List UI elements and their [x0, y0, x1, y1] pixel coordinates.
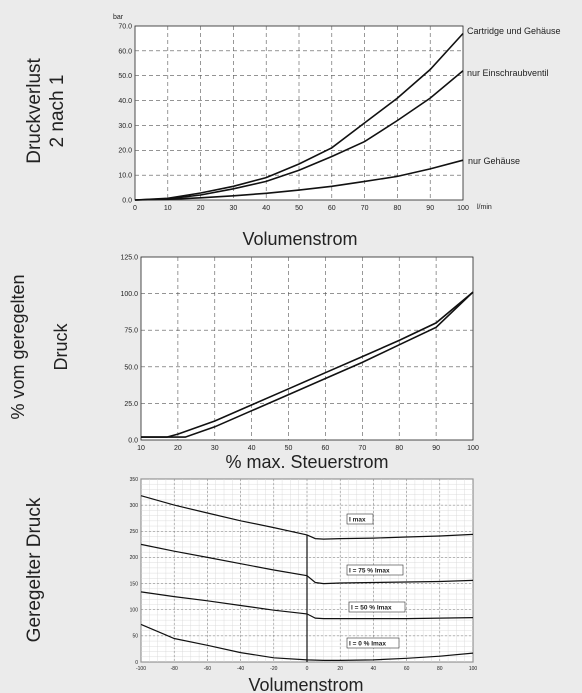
- c1-y-tick-label: 20.0: [118, 148, 132, 155]
- c3-x-tick-label: -40: [237, 666, 244, 672]
- chart3-xlabel: Volumenstrom: [248, 675, 363, 693]
- chart3-series: [140, 495, 474, 662]
- chart2-series: [141, 291, 474, 438]
- c3-series-line-3: [140, 591, 474, 620]
- c2-x-tick-label: 60: [322, 445, 330, 452]
- c1-y-tick-label: 30.0: [118, 123, 132, 130]
- c1-x-tick-label: 10: [164, 205, 172, 212]
- chart-pressure-percent: % vom geregelten Druck % max. Steuerstro…: [8, 254, 479, 472]
- chart1-series: [134, 32, 464, 201]
- chart3-series-label-box-3: [348, 601, 406, 613]
- chart1-series-label-3: nur Gehäuse: [468, 156, 520, 166]
- c3-y-tick-label: 150: [130, 581, 139, 587]
- c2-x-tick-label: 50: [285, 445, 293, 452]
- c3-y-tick-label: 0: [135, 660, 138, 666]
- c3-x-tick-label: -60: [204, 666, 211, 672]
- c1-x-tick-label: 30: [230, 205, 238, 212]
- chart3-series-label-box-4: [346, 637, 400, 649]
- c1-x-tick-label: 20: [197, 205, 205, 212]
- c3-x-tick-label: 0: [306, 666, 309, 672]
- c3-y-tick-label: 200: [130, 555, 139, 561]
- c3-x-tick-label: 100: [469, 666, 478, 672]
- c2-plot-area: [140, 256, 474, 441]
- c2-y-tick-label: 100.0: [120, 291, 138, 298]
- c3-x-tick-label: -20: [270, 666, 277, 672]
- chart1-xlabel: Volumenstrom: [242, 229, 357, 249]
- chart3-series-label-box-1: [346, 513, 374, 525]
- chart3-series-label-1: I max: [349, 517, 366, 524]
- chart3-series-label-3: I = 50 % Imax: [351, 605, 392, 612]
- c1-x-tick-label: 70: [361, 205, 369, 212]
- chart2-grid: [140, 256, 474, 441]
- c2-y-tick-label: 125.0: [120, 254, 138, 261]
- c2-x-tick-label: 10: [137, 445, 145, 452]
- chart1-y-unit: bar: [113, 14, 124, 21]
- chart1-ticks: 0 10 20 30 40 50 60 70 80 90 100 0.0 10.0 20.0 30.0 40.…: [118, 23, 469, 212]
- chart-regulated-pressure: Geregelter Druck Volumenstrom -100 -80 -60…: [24, 477, 477, 693]
- c2-x-tick-label: 40: [248, 445, 256, 452]
- c3-series-line-2: [140, 543, 474, 585]
- c2-series-line-1: [141, 291, 474, 438]
- c1-y-tick-label: 10.0: [118, 173, 132, 180]
- c3-x-tick-label: 80: [437, 666, 443, 672]
- c2-y-tick-label: 50.0: [124, 364, 138, 371]
- c1-x-tick-label: 100: [457, 205, 469, 212]
- chart1-ylabel-line1: Druckverlust: [24, 57, 45, 163]
- chart2-xlabel: % max. Steuerstrom: [225, 452, 388, 472]
- chart1-series-labels: Cartridge und Gehäuse nur Einschraubventi…: [467, 26, 561, 166]
- c3-x-tick-label: 60: [404, 666, 410, 672]
- c2-y-tick-label: 75.0: [124, 328, 138, 335]
- c3-y-tick-label: 250: [130, 529, 139, 535]
- c1-x-tick-label: 0: [133, 205, 137, 212]
- c2-x-tick-label: 80: [395, 445, 403, 452]
- chart2-ylabel-line2: Druck: [51, 323, 71, 371]
- chart2-ticks: 10 20 30 40 50 60 70 80 90 100 0.0 25.0 50.0 75.0 100.…: [120, 254, 478, 452]
- chart2-ylabel-line1: % vom geregelten: [8, 274, 28, 419]
- c1-x-tick-label: 90: [426, 205, 434, 212]
- c3-x-tick-label: 40: [371, 666, 377, 672]
- c1-series-line-3: [134, 159, 464, 201]
- c1-x-tick-label: 60: [328, 205, 336, 212]
- c1-x-tick-label: 50: [295, 205, 303, 212]
- c3-y-tick-label: 350: [130, 477, 139, 483]
- c1-series-line-2: [134, 70, 464, 201]
- c2-x-tick-label: 100: [467, 445, 479, 452]
- chart3-series-label-2: I = 75 % Imax: [349, 568, 390, 575]
- c3-x-tick-label: -100: [136, 666, 146, 672]
- c1-y-tick-label: 0.0: [122, 197, 132, 204]
- chart1-series-label-1: Cartridge und Gehäuse: [467, 26, 561, 36]
- chart3-series-label-box-2: [346, 564, 404, 576]
- c3-x-tick-label: -80: [171, 666, 178, 672]
- c1-y-tick-label: 70.0: [118, 23, 132, 30]
- c1-x-tick-label: 80: [394, 205, 402, 212]
- chart3-ticks: -100 -80 -60 -40 -20 0 20 40 60 80 100 0 50 100 150 200…: [130, 477, 478, 672]
- chart1-x-unit: l/min: [477, 204, 492, 211]
- c2-x-tick-label: 30: [211, 445, 219, 452]
- c1-series-line-1: [134, 32, 464, 201]
- chart3-ylabel: Geregelter Druck: [24, 497, 45, 642]
- c1-x-tick-label: 40: [262, 205, 270, 212]
- c2-y-tick-label: 25.0: [124, 401, 138, 408]
- c1-y-tick-label: 40.0: [118, 98, 132, 105]
- c3-x-tick-label: 20: [337, 666, 343, 672]
- c1-y-tick-label: 60.0: [118, 48, 132, 55]
- c2-x-tick-label: 90: [432, 445, 440, 452]
- chart1-grid: [134, 25, 464, 201]
- c2-x-tick-label: 20: [174, 445, 182, 452]
- c2-series-line-2: [141, 291, 474, 438]
- c3-y-tick-label: 50: [132, 634, 138, 640]
- c3-series-line-4: [140, 623, 474, 662]
- chart1-ylabel-line2: 2 nach 1: [47, 75, 68, 148]
- c3-series-line-1: [140, 495, 474, 540]
- chart3-series-label-4: I = 0 % Imax: [349, 641, 386, 648]
- chart1-series-label-2: nur Einschraubventil: [467, 68, 549, 78]
- chart-pressure-loss: Druckverlust 2 nach 1 bar l/min Volumens…: [24, 14, 561, 249]
- c2-x-tick-label: 70: [358, 445, 366, 452]
- c1-y-tick-label: 50.0: [118, 73, 132, 80]
- chart3-series-labels: I max I = 75 % Imax I = 50 % Imax I = 0 % I…: [346, 513, 406, 649]
- c3-y-tick-label: 100: [130, 607, 139, 613]
- c3-y-tick-label: 300: [130, 503, 139, 509]
- c2-y-tick-label: 0.0: [128, 437, 138, 444]
